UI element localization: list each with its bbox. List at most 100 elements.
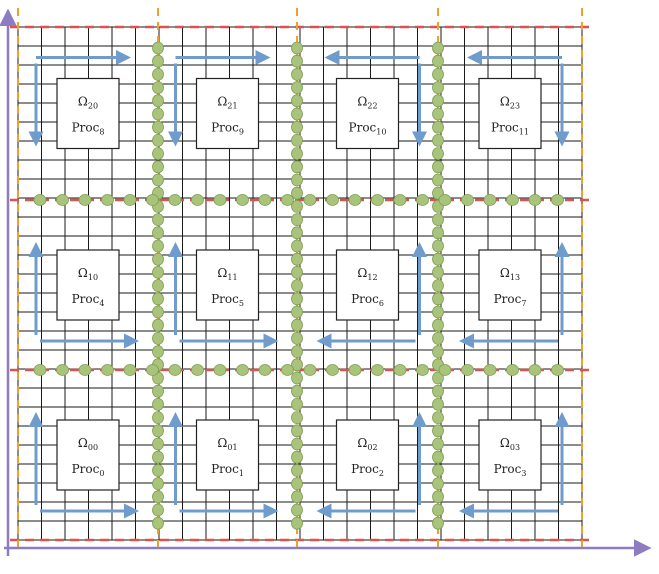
halo-node bbox=[281, 194, 294, 206]
halo-node bbox=[528, 364, 542, 376]
halo-node bbox=[152, 213, 164, 227]
halo-node bbox=[371, 194, 384, 206]
halo-node bbox=[393, 364, 407, 376]
halo-node bbox=[291, 173, 303, 187]
halo-node bbox=[152, 41, 164, 55]
halo-node bbox=[152, 424, 164, 438]
subdomain-box: Ω01 Proc1 bbox=[195, 419, 260, 491]
halo-node bbox=[506, 194, 519, 206]
halo-node bbox=[432, 265, 444, 279]
halo-node bbox=[432, 371, 444, 385]
halo-node bbox=[291, 345, 303, 359]
halo-node bbox=[152, 147, 164, 161]
halo-node bbox=[152, 318, 164, 332]
halo-node bbox=[152, 226, 164, 240]
subdomain-omega-label: Ω13 bbox=[500, 266, 520, 282]
halo-node bbox=[152, 450, 164, 464]
halo-node bbox=[152, 477, 164, 491]
halo-node bbox=[483, 364, 497, 376]
subdomain-rect bbox=[478, 77, 542, 150]
halo-node bbox=[152, 120, 164, 134]
halo-node bbox=[291, 384, 303, 398]
halo-nodes bbox=[33, 41, 564, 530]
halo-node bbox=[152, 397, 164, 411]
halo-node bbox=[291, 54, 303, 68]
halo-node bbox=[152, 305, 164, 319]
subdomain-omega-label: Ω00 bbox=[78, 436, 98, 452]
halo-node bbox=[432, 239, 444, 253]
halo-node bbox=[432, 226, 444, 240]
subdomain-box: Ω02 Proc2 bbox=[335, 419, 400, 491]
halo-node bbox=[213, 194, 227, 206]
halo-node bbox=[101, 364, 114, 376]
subdomain-omega-label: Ω21 bbox=[217, 95, 237, 111]
halo-node bbox=[348, 194, 362, 206]
subdomain-proc-label: Proc8 bbox=[72, 121, 105, 137]
halo-node bbox=[483, 194, 497, 206]
subdomain-rect bbox=[335, 419, 400, 491]
halo-node bbox=[291, 226, 303, 240]
sweep-arrows bbox=[28, 50, 570, 519]
halo-node bbox=[326, 364, 339, 376]
halo-node bbox=[432, 437, 444, 451]
halo-node bbox=[291, 516, 303, 530]
halo-node bbox=[432, 279, 444, 293]
halo-node bbox=[33, 364, 47, 376]
halo-node bbox=[152, 384, 164, 398]
subdomain-rect bbox=[335, 249, 400, 321]
halo-node bbox=[348, 364, 362, 376]
halo-node bbox=[432, 160, 444, 174]
halo-node bbox=[326, 194, 339, 206]
subdomain-box: Ω21 Proc9 bbox=[195, 77, 260, 150]
halo-node bbox=[152, 173, 164, 187]
subdomain-proc-label: Proc2 bbox=[351, 462, 384, 478]
halo-node bbox=[432, 120, 444, 134]
halo-node bbox=[291, 437, 303, 451]
halo-node bbox=[56, 194, 69, 206]
halo-node bbox=[291, 120, 303, 134]
subdomain-proc-label: Proc7 bbox=[494, 292, 527, 308]
halo-node bbox=[152, 239, 164, 253]
halo-node bbox=[152, 463, 164, 477]
subdomain-rect bbox=[335, 77, 400, 150]
halo-node bbox=[152, 94, 164, 108]
subdomain-proc-label: Proc4 bbox=[72, 292, 105, 308]
halo-node bbox=[152, 292, 164, 306]
subdomain-proc-label: Proc11 bbox=[491, 121, 529, 137]
subdomain-proc-label: Proc0 bbox=[72, 462, 105, 478]
halo-node bbox=[551, 194, 564, 206]
halo-node bbox=[152, 81, 164, 94]
halo-node bbox=[432, 331, 444, 345]
subdomain-omega-label: Ω20 bbox=[78, 95, 98, 111]
halo-node bbox=[432, 41, 444, 55]
subdomain-omega-label: Ω12 bbox=[357, 266, 377, 282]
halo-node bbox=[291, 463, 303, 477]
subdomain-rect bbox=[195, 419, 260, 491]
halo-node bbox=[168, 364, 182, 376]
halo-node bbox=[438, 194, 452, 206]
subdomain-omega-label: Ω03 bbox=[500, 436, 520, 452]
halo-node bbox=[291, 371, 303, 385]
halo-node bbox=[123, 364, 137, 376]
halo-node bbox=[393, 194, 407, 206]
halo-node bbox=[291, 41, 303, 55]
halo-node bbox=[291, 397, 303, 411]
subdomain-rect bbox=[195, 77, 260, 150]
halo-node bbox=[191, 364, 204, 376]
subdomain-labels: Ω20 Proc8 Ω21 Proc9 Ω22 Proc10 Ω23 Proc11 Ω10 Pro… bbox=[56, 77, 542, 491]
halo-node bbox=[152, 437, 164, 451]
halo-node bbox=[461, 364, 474, 376]
halo-node bbox=[432, 68, 444, 81]
subdomain-box: Ω10 Proc4 bbox=[56, 249, 120, 321]
subdomain-box: Ω03 Proc3 bbox=[478, 419, 542, 491]
halo-node bbox=[236, 194, 249, 206]
halo-node bbox=[432, 424, 444, 438]
halo-node bbox=[371, 364, 384, 376]
halo-node bbox=[291, 68, 303, 81]
subdomain-rect bbox=[478, 249, 542, 321]
halo-node bbox=[291, 160, 303, 174]
halo-node bbox=[152, 345, 164, 359]
halo-node bbox=[528, 194, 542, 206]
halo-node bbox=[236, 364, 249, 376]
